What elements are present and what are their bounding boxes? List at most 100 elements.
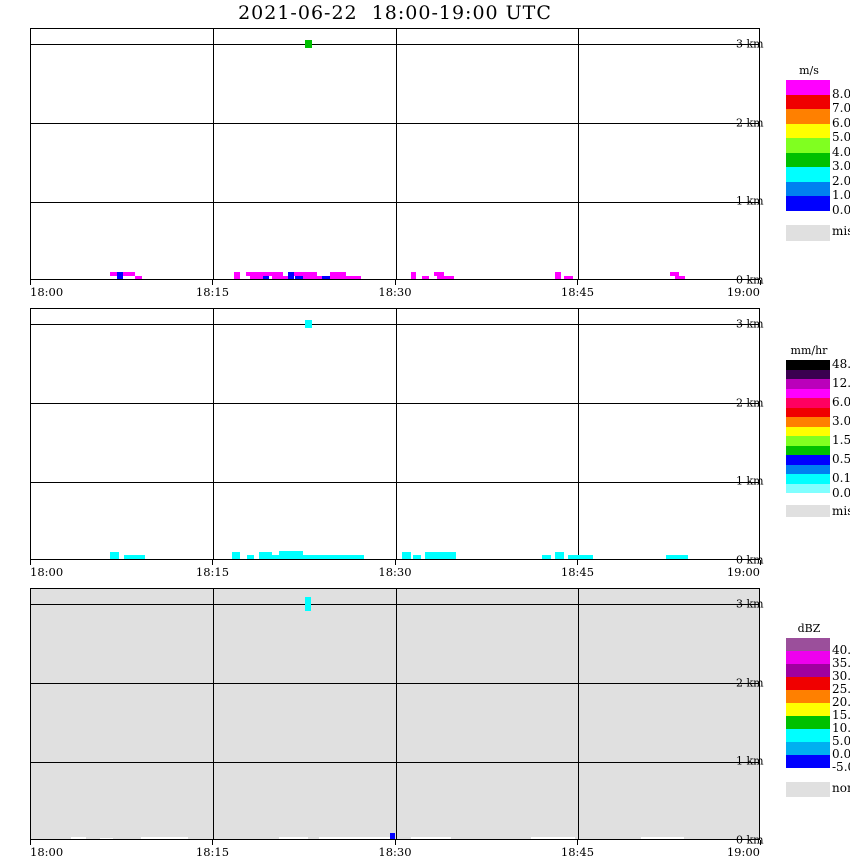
colorbar-tick-label: 8.0	[832, 86, 850, 101]
colorbar-band	[786, 445, 830, 455]
x-label-1845: 18:45	[560, 285, 595, 299]
panel-rain-intensity	[30, 308, 760, 560]
y-label-0km: 0 km	[736, 553, 764, 567]
colorbar-band	[786, 426, 830, 436]
colorbar-tick-label: 0.0	[832, 486, 850, 501]
colorbar-tick-label: 0.1	[832, 471, 850, 485]
colorbar-band	[786, 729, 830, 742]
colorbar-band	[786, 80, 830, 95]
colorbar-tick-label: 3.0	[832, 414, 850, 428]
colorbar-tick-label: 3.0	[832, 159, 850, 174]
no-data-gap	[279, 836, 309, 839]
colorbar-band	[786, 690, 830, 703]
gridline-v-1845	[578, 589, 579, 839]
y-label-3km: 3 km	[736, 317, 764, 331]
colorbar-band	[786, 703, 830, 716]
colorbar-tick-label: 40.0	[832, 643, 850, 658]
colorbar-unit-label: m/s	[799, 64, 819, 77]
colorbar-band	[786, 167, 830, 182]
colorbar-band	[786, 464, 830, 474]
y-label-2km: 2 km	[736, 116, 764, 129]
data-cell	[247, 554, 255, 559]
colorbar-band	[786, 388, 830, 398]
x-label-1900: 19:00	[726, 565, 760, 579]
data-cell	[390, 833, 395, 839]
x-label-1830: 18:30	[378, 565, 412, 579]
colorbar-gradient	[786, 638, 830, 768]
colorbar-missing-swatch	[786, 505, 830, 517]
data-cell	[134, 276, 142, 279]
colorbar-tick-label: 5.0	[832, 130, 850, 145]
plot-area-rain-intensity[interactable]	[30, 308, 760, 560]
colorbar-tick-label: 0.0	[832, 747, 850, 762]
x-label-1900: 19:00	[726, 845, 760, 859]
data-cell	[670, 272, 680, 277]
x-axis-fall-velocity: 18:00 18:15 18:30 18:45 19:00	[29, 280, 761, 300]
no-data-gap	[253, 838, 265, 839]
plot-area-fall-velocity[interactable]	[30, 28, 760, 280]
no-data-gap	[498, 838, 510, 839]
gridline-v-1815	[213, 309, 214, 559]
colorbar-band	[786, 651, 830, 664]
x-label-1815: 18:15	[195, 285, 230, 299]
colorbar-missing-label: none	[832, 781, 850, 795]
data-cell	[295, 276, 303, 279]
gridline-h-3km	[31, 604, 759, 606]
colorbar-band	[786, 123, 830, 138]
data-cell	[563, 276, 573, 279]
x-tick-1800	[29, 560, 31, 565]
y-label-0km: 0 km	[736, 833, 764, 847]
x-tick-1830	[394, 840, 396, 845]
y-label-1km: 1 km	[736, 474, 764, 488]
panel-fall-velocity	[30, 28, 760, 280]
colorbar-band	[786, 455, 830, 465]
y-label-3km: 3 km	[736, 597, 764, 611]
data-cell	[279, 550, 303, 555]
colorbar-band	[786, 407, 830, 417]
colorbar-band	[786, 369, 830, 379]
colorbar-missing-label: miss	[832, 504, 850, 518]
x-label-1800: 18:00	[30, 285, 64, 299]
x-tick-1845	[577, 840, 578, 845]
colorbar-band	[786, 755, 830, 768]
gridline-v-1815	[213, 29, 214, 279]
y-tick-3	[30, 45, 31, 46]
data-cell	[233, 272, 240, 279]
gridline-h-3km	[31, 44, 759, 46]
gridline-v-1845	[578, 309, 579, 559]
x-tick-1900	[759, 840, 761, 845]
data-cell	[401, 552, 411, 559]
x-axis-reflectivity: 18:00 18:15 18:30 18:45 19:00	[29, 840, 761, 860]
colorbar-tick-label: 35.0	[832, 656, 850, 671]
data-cell	[232, 552, 240, 559]
y-tick-2	[30, 404, 31, 405]
gridline-v-1830	[395, 309, 397, 559]
gridline-v-1830	[395, 29, 397, 279]
data-cell	[271, 276, 288, 279]
gridline-v-1830	[395, 589, 397, 839]
colorbar-band	[786, 138, 830, 153]
colorbar-band	[786, 716, 830, 729]
colorbar-missing-swatch	[786, 782, 830, 797]
plot-area-reflectivity[interactable]	[30, 588, 760, 840]
y-tick-1	[30, 202, 31, 203]
panel-reflectivity	[30, 588, 760, 840]
colorbar-tick-label: 48.0	[832, 357, 850, 371]
colorbar-tick-label: 2.0	[832, 173, 850, 188]
data-cell	[293, 272, 318, 277]
colorbar-tick-label: 15.0	[832, 708, 850, 723]
gridline-v-1845	[578, 29, 579, 279]
data-cell	[330, 272, 347, 279]
no-data-gap	[607, 838, 619, 839]
data-cell	[263, 276, 269, 279]
colorbar-band	[786, 398, 830, 408]
colorbar-tick-label: 1.5	[832, 433, 850, 447]
colorbar-tick-label: -5.0	[832, 760, 850, 775]
colorbar-band	[786, 360, 830, 370]
data-cell	[555, 272, 561, 279]
panel-label-rain-intensity: Rain Intensity	[0, 308, 90, 560]
colorbar-band	[786, 417, 830, 427]
data-cell	[567, 554, 594, 559]
colorbar-band	[786, 677, 830, 690]
